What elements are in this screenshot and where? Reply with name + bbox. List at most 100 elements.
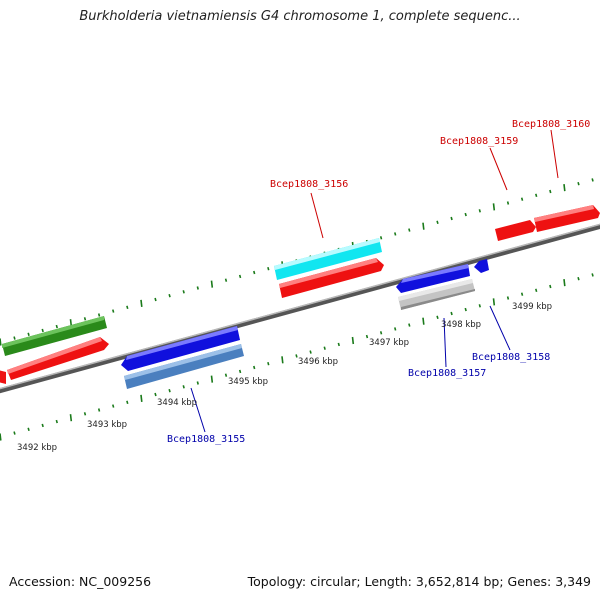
lower-tick-mark — [238, 369, 242, 374]
leader-3159 — [489, 147, 508, 191]
upper-tick-mark — [394, 232, 397, 236]
lower-tick-mark — [267, 361, 270, 366]
lower-tick-mark — [422, 317, 425, 325]
lower-tick-mark — [168, 388, 171, 393]
upper-tick-mark — [97, 313, 101, 317]
kbp-label: 3496 kbp — [298, 357, 338, 367]
lower-tick-track — [0, 273, 594, 441]
topology-summary: Topology: circular; Length: 3,652,814 bp… — [247, 574, 591, 589]
gene-red-edge[interactable] — [0, 370, 6, 384]
upper-tick-mark — [549, 189, 552, 194]
lower-tick-mark — [549, 284, 552, 289]
lower-tick-mark — [408, 323, 411, 327]
label-bcep1808-3159[interactable]: Bcep1808_3159 — [440, 136, 518, 147]
lower-tick-mark — [394, 327, 397, 331]
lower-tick-mark — [224, 373, 228, 377]
upper-tick-mark — [253, 270, 256, 275]
lower-tick-mark — [140, 394, 143, 402]
gene-gray-bcep1808-3158[interactable] — [398, 279, 475, 310]
lower-tick-mark — [210, 375, 214, 383]
lower-tick-mark — [323, 346, 326, 350]
gene-red-forward-center[interactable] — [279, 258, 384, 298]
upper-tick-mark — [379, 236, 383, 240]
gene-blue-reverse-left[interactable] — [121, 326, 240, 371]
upper-tick-mark — [520, 197, 524, 201]
label-bcep1808-3158[interactable]: Bcep1808_3158 — [472, 352, 550, 363]
lower-tick-mark — [126, 400, 129, 405]
upper-tick-mark — [224, 278, 228, 282]
leader-3158 — [489, 305, 511, 351]
label-bcep1808-3155[interactable]: Bcep1808_3155 — [167, 434, 245, 445]
upper-tick-mark — [27, 332, 30, 337]
upper-tick-mark — [408, 228, 411, 232]
upper-tick-mark — [464, 212, 467, 217]
lower-tick-mark — [182, 385, 185, 389]
accession-text: Accession: NC_009256 — [9, 574, 152, 589]
upper-tick-mark — [83, 317, 87, 321]
label-bcep1808-3156[interactable]: Bcep1808_3156 — [270, 179, 348, 190]
upper-tick-mark — [0, 338, 2, 346]
lower-tick-mark — [97, 408, 101, 412]
gene-cyan-bcep1808-3156[interactable] — [274, 238, 382, 280]
lower-tick-mark — [436, 315, 439, 320]
lower-tick-mark — [450, 311, 453, 316]
lower-tick-mark — [379, 331, 383, 335]
upper-tick-mark — [478, 209, 481, 213]
lower-tick-mark — [535, 288, 538, 293]
gene-red-bcep1808-3160[interactable] — [534, 205, 600, 232]
lower-tick-mark — [337, 342, 340, 347]
lower-tick-mark — [506, 296, 510, 300]
upper-tick-mark — [535, 193, 538, 198]
upper-tick-mark — [55, 324, 58, 329]
upper-tick-mark — [140, 299, 143, 307]
label-bcep1808-3157[interactable]: Bcep1808_3157 — [408, 368, 486, 379]
kbp-label: 3494 kbp — [157, 398, 197, 408]
lower-tick-mark — [520, 292, 524, 296]
upper-tick-mark — [492, 203, 496, 211]
upper-tick-mark — [563, 184, 566, 192]
lower-tick-mark — [0, 433, 2, 441]
upper-tick-mark — [41, 328, 44, 333]
upper-tick-mark — [450, 216, 453, 221]
lower-tick-mark — [41, 423, 44, 428]
gene-blue-small[interactable] — [474, 259, 489, 273]
lower-tick-mark — [295, 354, 298, 358]
kbp-label: 3498 kbp — [441, 320, 481, 330]
chromosome-backbone — [0, 223, 600, 394]
kbp-label: 3499 kbp — [512, 302, 552, 312]
gene-red-forward-left[interactable] — [7, 337, 109, 380]
leader-3155 — [190, 387, 206, 433]
lower-tick-mark — [351, 336, 355, 345]
upper-tick-mark — [196, 286, 199, 290]
kbp-label: 3495 kbp — [228, 377, 268, 387]
upper-tick-mark — [210, 280, 214, 288]
upper-tick-mark — [126, 305, 129, 310]
kbp-label: 3497 kbp — [369, 338, 409, 348]
lower-tick-mark — [365, 334, 369, 339]
upper-tick-mark — [182, 290, 185, 294]
gene-blue-bcep1808-3157[interactable] — [396, 264, 470, 293]
lower-tick-mark — [69, 414, 73, 422]
gene-red-bcep1808-3159[interactable] — [495, 220, 536, 241]
lower-tick-mark — [281, 356, 284, 364]
lower-tick-mark — [13, 431, 16, 435]
label-bcep1808-3160[interactable]: Bcep1808_3160 — [512, 119, 590, 130]
lower-tick-mark — [55, 419, 58, 424]
upper-tick-mark — [238, 274, 242, 279]
lower-tick-mark — [591, 273, 594, 277]
lower-tick-mark — [253, 365, 256, 370]
lower-tick-mark — [83, 412, 87, 416]
gene-green-forward[interactable] — [2, 316, 107, 356]
upper-tick-mark — [112, 309, 115, 313]
lower-tick-mark — [492, 298, 496, 306]
upper-tick-mark — [13, 336, 16, 340]
map-title: Burkholderia vietnamiensis G4 chromosome… — [79, 9, 521, 24]
kbp-label: 3492 kbp — [17, 443, 57, 453]
upper-tick-mark — [577, 181, 580, 186]
gene-steel-bcep1808-3155[interactable] — [124, 344, 244, 389]
leader-3157 — [443, 317, 447, 368]
lower-tick-mark — [563, 279, 566, 287]
kbp-label: 3493 kbp — [87, 420, 127, 430]
lower-tick-mark — [577, 276, 580, 281]
lower-tick-mark — [154, 392, 157, 397]
